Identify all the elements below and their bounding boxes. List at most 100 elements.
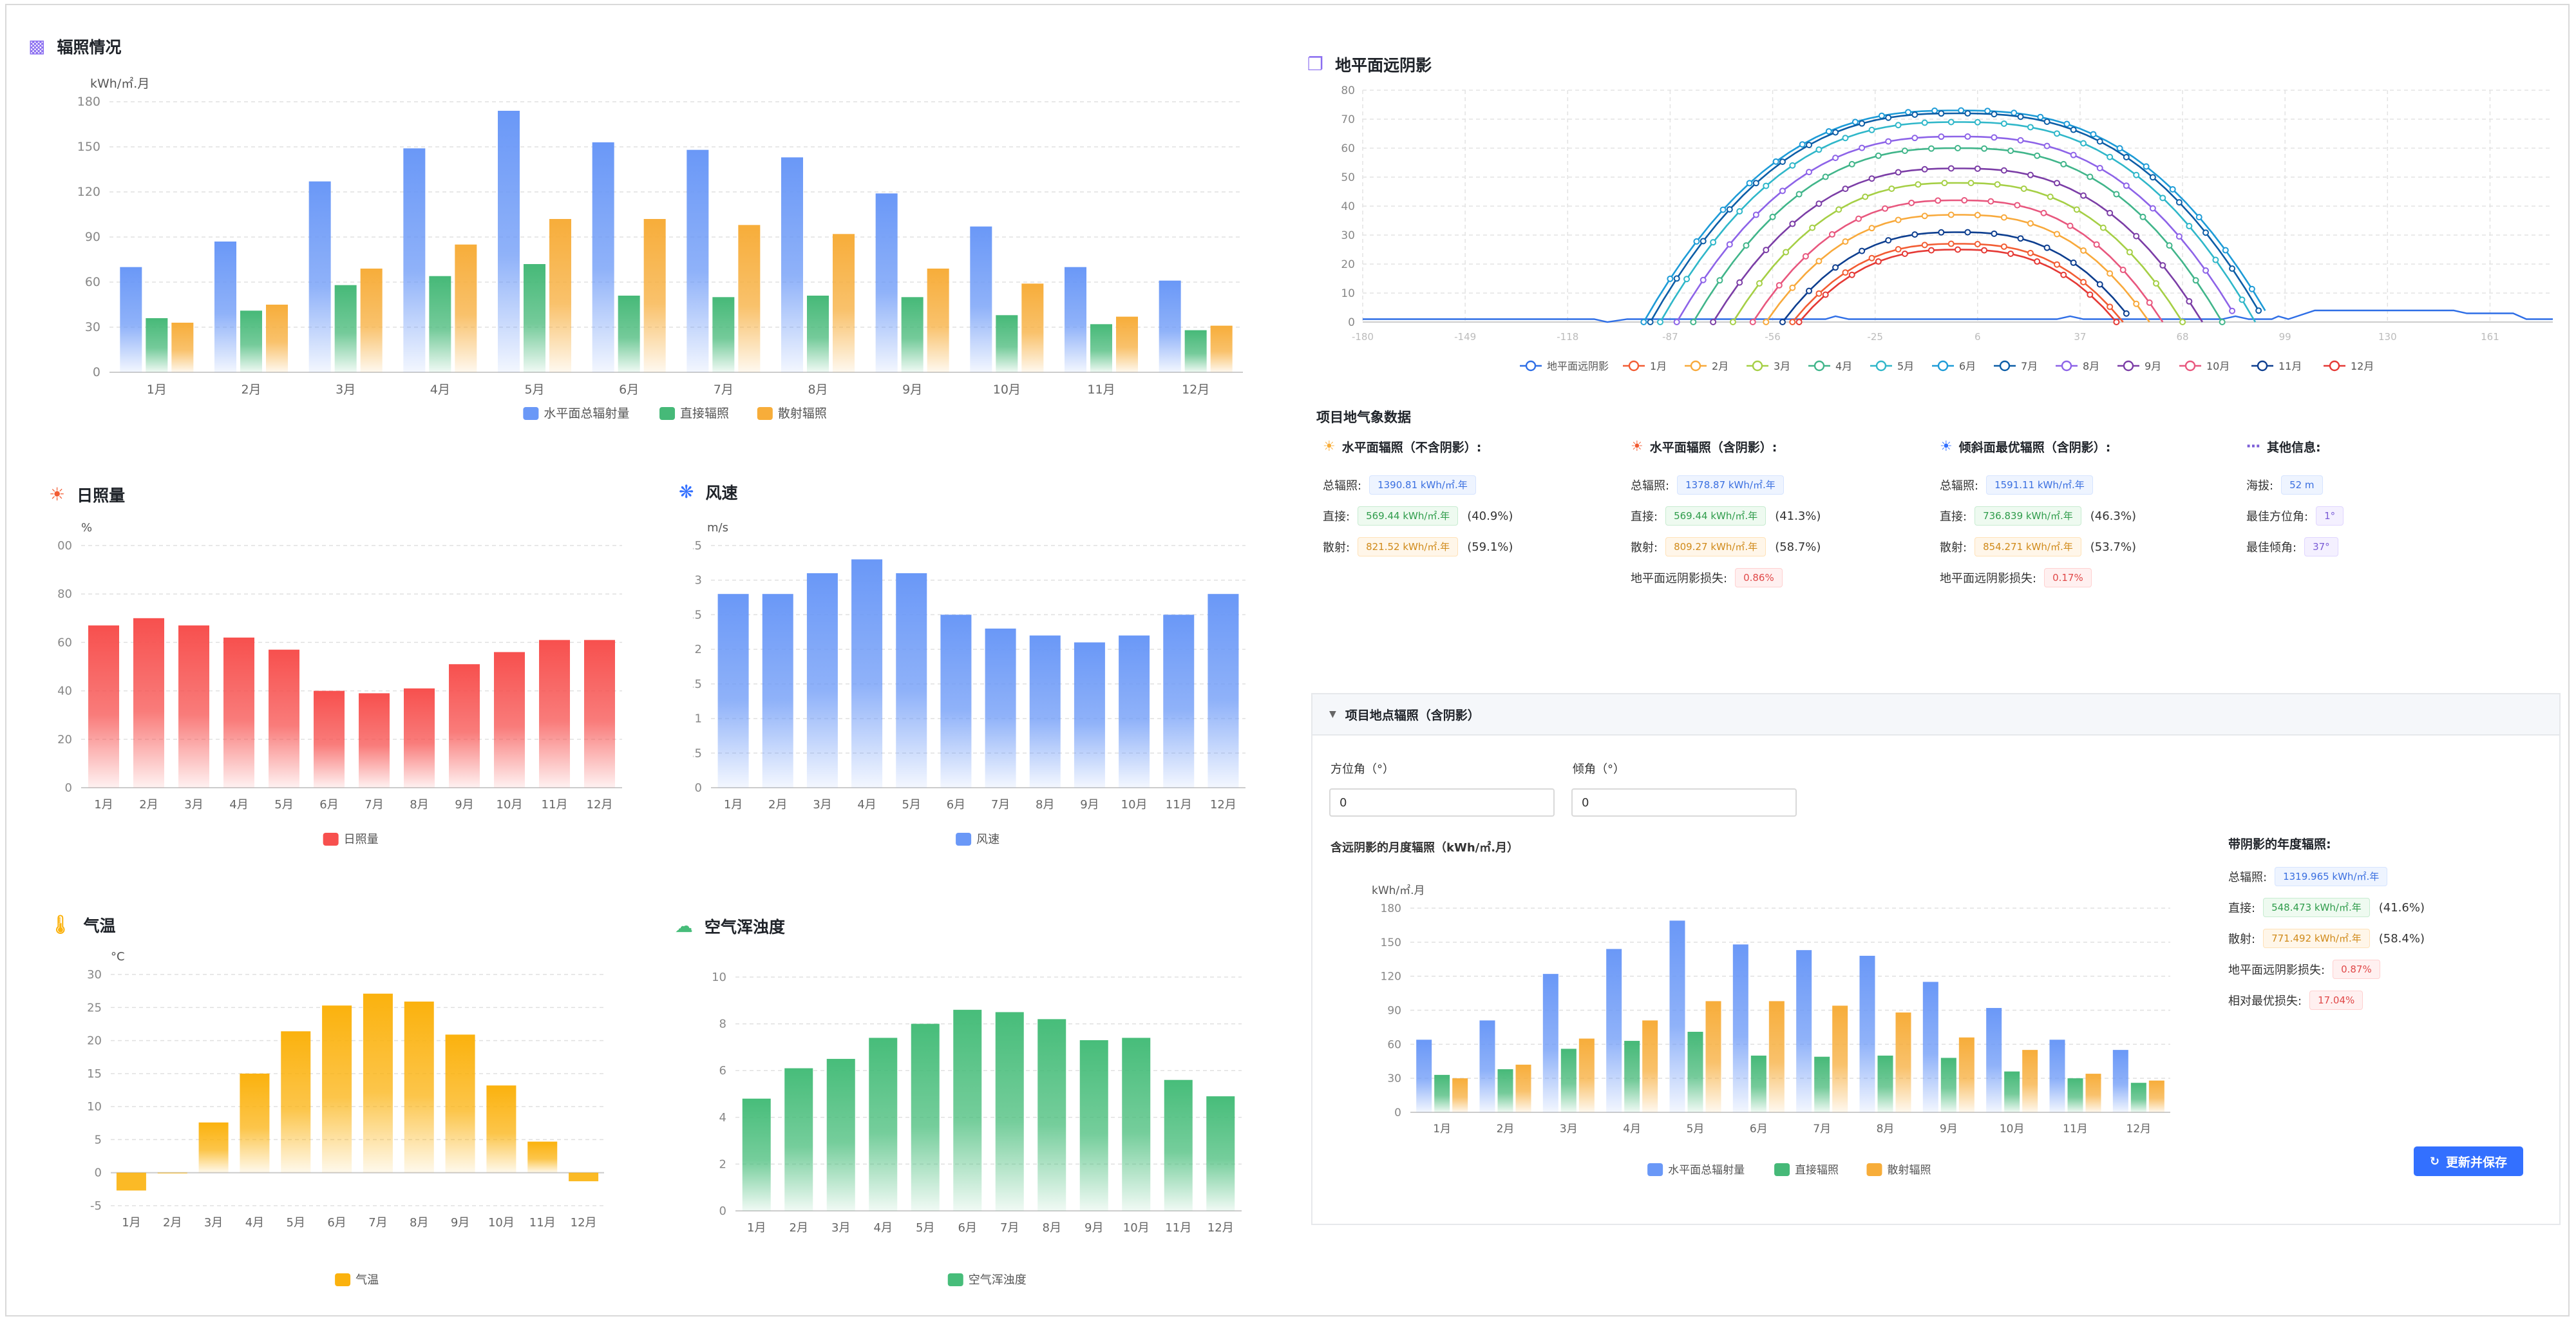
data-point [2067,222,2074,229]
bar [784,1068,813,1211]
sunshine-panel-title: ☀ 日照量 [49,483,125,506]
data-point [2080,192,2087,199]
metric-label: 散射: [2228,933,2256,946]
x-tick-label: 99 [2279,331,2291,343]
legend-marker [1814,360,1825,372]
x-tick-label: 5月 [916,1221,934,1235]
data-point [2169,185,2176,193]
y-tick-label: 60 [1387,1038,1401,1051]
bar [240,1073,270,1173]
data-point [1848,160,1855,167]
data-point [1974,240,1981,247]
bar [404,1002,434,1173]
data-point [1938,110,1945,117]
data-point [1842,269,1849,276]
legend-swatch [1647,1163,1663,1176]
data-point [1964,229,1971,236]
data-point [1822,173,1829,180]
data-point [2080,279,2087,286]
data-point [2195,214,2202,221]
legend-marker [1525,360,1537,372]
data-point [1859,247,1866,254]
data-point [2248,285,2255,292]
legend-label: 直接辐照 [1795,1164,1839,1177]
x-tick-label: -56 [1765,331,1781,343]
bar [1029,635,1061,788]
bar [1606,949,1622,1112]
legend-label: 水平面总辐射量 [544,406,629,421]
x-tick-label: 3月 [1560,1123,1578,1136]
tilt-input[interactable] [1571,788,1797,817]
bar [712,297,735,372]
monthly-chart-title: 含远阴影的月度辐照（kWh/㎡.月） [1331,841,1519,855]
metric-row: 地平面远阴影损失: 0.86% [1631,562,1821,593]
data-point [2000,120,2007,127]
x-tick-label: 12月 [587,798,613,812]
y-tick-label: -5 [90,1199,102,1213]
data-point [2007,147,2014,155]
data-point [2186,298,2193,305]
data-point [1828,231,1835,238]
data-point [1987,198,1994,205]
metric-percent: (41.3%) [1775,509,1821,523]
data-point [1789,319,1796,325]
x-tick-label: 6月 [958,1221,977,1235]
azimuth-input[interactable] [1329,788,1555,817]
metric-row: 直接: 736.839 kWh/㎡.年 (46.3%) [1940,500,2136,531]
weather-section-title: 项目地气象数据 [1316,410,1411,425]
metric-percent: (53.7%) [2090,540,2136,554]
metric-row: 总辐照: 1591.11 kWh/㎡.年 [1940,470,2136,500]
bar [911,1023,940,1211]
data-point [2175,199,2183,206]
x-tick-label: 8月 [410,798,428,812]
metric-row: 散射: 771.492 kWh/㎡.年 (58.4%) [2228,923,2425,954]
x-tick-label: 10月 [993,383,1021,397]
y-tick-label: 50 [1341,171,1355,184]
data-point [1868,126,1875,133]
metric-label: 地平面远阴影损失: [2228,964,2325,977]
x-tick-label: 9月 [1084,1221,1103,1235]
bar [1164,1079,1193,1211]
data-point [1815,258,1823,265]
annual-title: 带阴影的年度辐照: [2228,835,2425,852]
data-point [1726,206,1733,213]
annual-radiation-group: 带阴影的年度辐照: 总辐照: 1319.965 kWh/㎡.年 直接: 548.473… [2228,835,2425,1016]
y-tick-label: 8 [719,1018,726,1031]
bar-chart-icon: ▩ [28,35,46,57]
legend-marker [2257,360,2268,372]
bar [1116,316,1138,372]
metric-label: 直接: [1323,510,1350,524]
x-tick-label: 4月 [1623,1123,1641,1136]
bar [445,1034,475,1173]
data-point [2116,145,2123,152]
x-tick-label: 2月 [768,798,787,812]
weather-group: ☀ 水平面辐照（含阴影）: 总辐照: 1378.87 kWh/㎡.年 直接: 569.44… [1631,438,1821,593]
bar [1859,955,1875,1112]
data-point [1868,225,1875,232]
bar [2112,1050,2128,1112]
site-box-header-text: 项目地点辐照（含阴影） [1345,708,1480,723]
metric-row: 地平面远阴影损失: 0.17% [1940,562,2136,593]
data-point [2219,319,2226,325]
update-save-button[interactable]: ↻ 更新并保存 [2414,1146,2523,1176]
y-axis-unit: % [81,521,92,535]
bar [875,193,898,372]
data-point [2040,209,2047,216]
data-point [1763,182,1770,189]
data-point [2060,160,2067,167]
data-point [1700,238,1707,245]
bar [404,688,435,788]
wind-chart: m/s 0 0.5 1 1.5 2 2.5 3 3.5 1月 2月 3月 4月 5月 6月 7月 8月 9月 10月… [693,521,1245,846]
bar [833,234,855,372]
bar [1578,1038,1595,1112]
bar [240,310,262,372]
x-tick-label: 5月 [274,798,293,812]
site-box-header[interactable]: ▼ 项目地点辐照（含阴影） [1312,694,2559,736]
data-point [2000,243,2007,250]
y-tick-label: 60 [58,636,72,649]
metric-label: 总辐照: [1940,479,1979,493]
chevron-down-icon[interactable]: ▼ [1329,709,1336,719]
data-point [2054,130,2060,137]
metric-label: 直接: [1940,510,1967,524]
metric-value-badge: 771.492 kWh/㎡.年 [2263,929,2370,948]
